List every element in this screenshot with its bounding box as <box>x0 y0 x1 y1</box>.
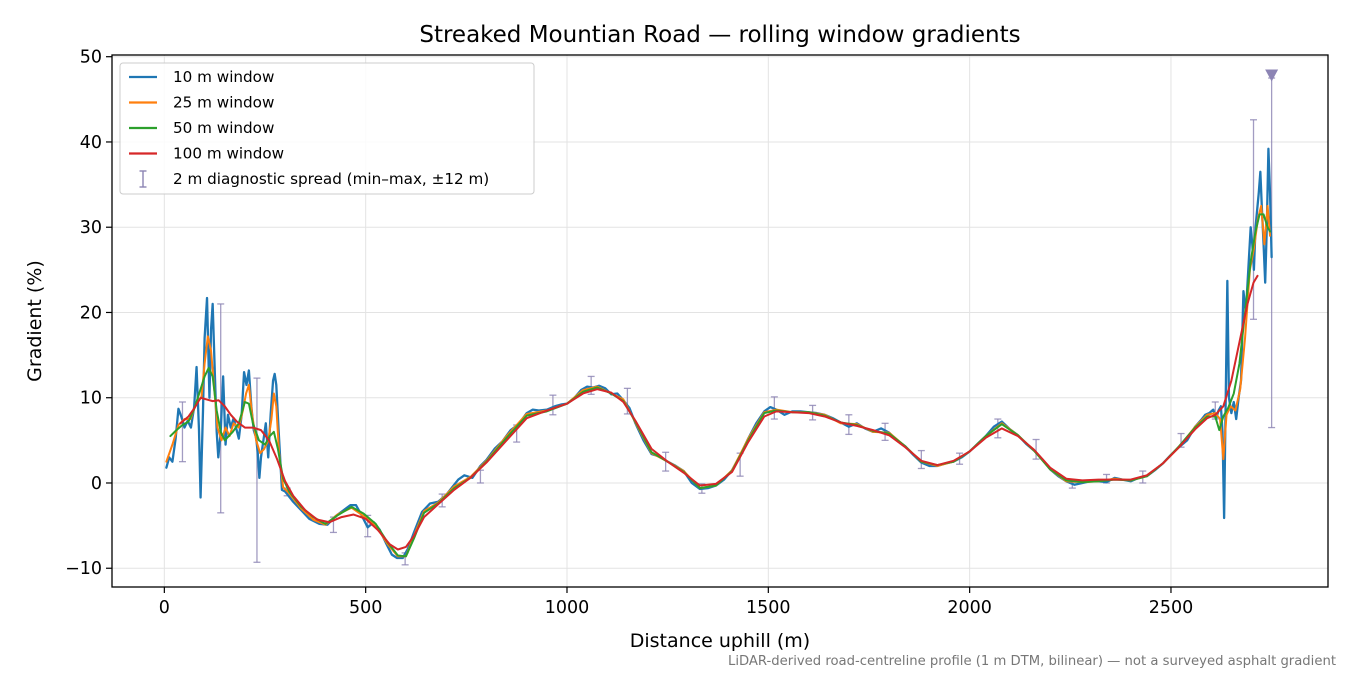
legend-label: 100 m window <box>173 145 284 163</box>
x-tick-label: 2500 <box>1149 598 1194 618</box>
y-tick-label: 50 <box>80 48 102 68</box>
legend-entry: 50 m window <box>129 119 274 137</box>
plot-area <box>165 69 1279 566</box>
legend-label: 2 m diagnostic spread (min–max, ±12 m) <box>173 170 489 188</box>
legend-label: 25 m window <box>173 94 274 112</box>
diagnostic-error-bar <box>253 377 261 563</box>
y-tick-label: 40 <box>80 133 102 153</box>
legend-entry: 100 m window <box>129 145 284 163</box>
legend-entry: 25 m window <box>129 94 274 112</box>
x-tick-label: 2000 <box>947 598 992 618</box>
chart-title: Streaked Mountian Road — rolling window … <box>419 22 1020 48</box>
y-tick-label: 10 <box>80 389 102 409</box>
plot-frame <box>111 54 1329 588</box>
legend-entry: 2 m diagnostic spread (min–max, ±12 m) <box>139 170 489 188</box>
x-tick-label: 500 <box>349 598 382 618</box>
out-of-range-marker <box>1265 69 1279 82</box>
series-line-4 <box>179 274 1259 551</box>
legend-swatch <box>139 170 147 188</box>
x-axis-label: Distance uphill (m) <box>630 630 810 652</box>
legend-entry: 10 m window <box>129 68 274 86</box>
grid-lines <box>112 55 1328 587</box>
legend-box <box>119 62 535 195</box>
y-tick-label: −10 <box>65 559 102 579</box>
diagnostic-error-bar <box>178 401 186 463</box>
y-tick-label: 20 <box>80 303 102 323</box>
legend-label: 10 m window <box>173 68 274 86</box>
y-tick-label: 0 <box>91 474 102 494</box>
axis-ticks: 0 500 1000 1500 2000 2500 −10 0 10 20 30 40 50 <box>65 48 1193 618</box>
y-tick-label: 30 <box>80 218 102 238</box>
legend-label: 50 m window <box>173 119 274 137</box>
chart-footnote: LiDAR-derived road-centreline profile (1… <box>728 654 1336 669</box>
diagnostic-error-bar <box>549 394 557 416</box>
diagnostic-error-bar <box>1032 438 1040 460</box>
x-tick-label: 0 <box>159 598 170 618</box>
x-tick-label: 1500 <box>746 598 791 618</box>
diagnostic-error-bar <box>994 418 1002 439</box>
x-tick-label: 1000 <box>545 598 590 618</box>
y-axis-label: Gradient (%) <box>24 260 46 382</box>
chart-legend: 10 m window 25 m window 50 m window 100 m w… <box>119 62 535 195</box>
